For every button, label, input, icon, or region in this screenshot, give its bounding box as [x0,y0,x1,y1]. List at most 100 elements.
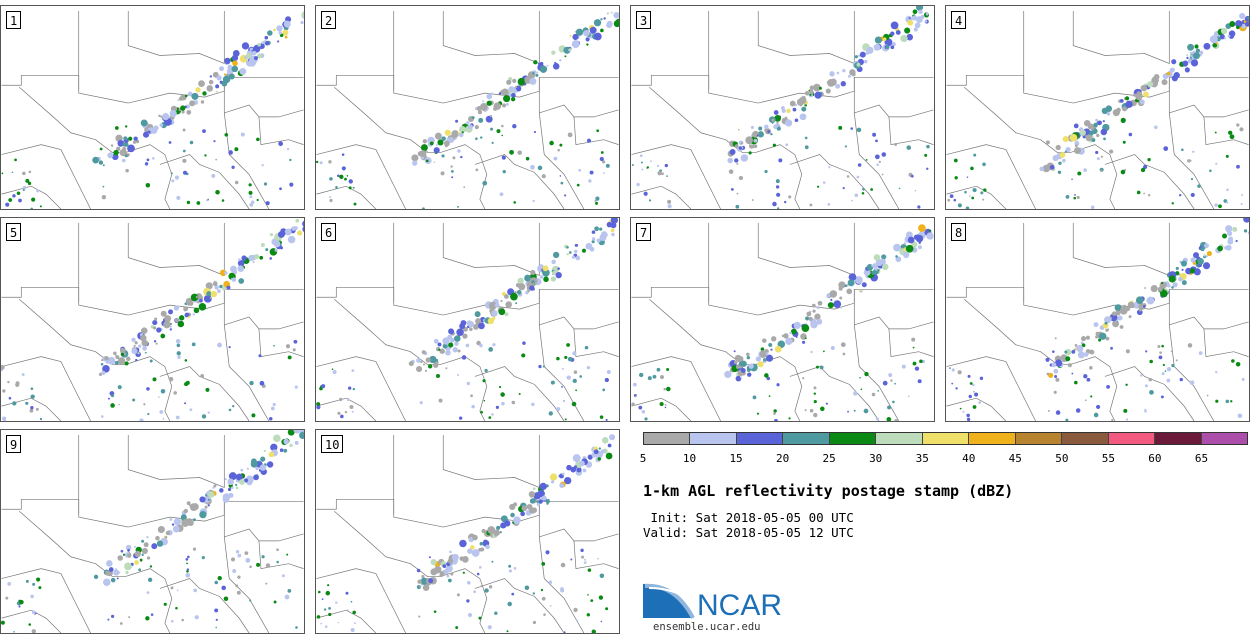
reflectivity-cell [189,100,196,107]
reflectivity-cell [661,172,664,176]
reflectivity-cell [951,382,954,385]
reflectivity-cell [1062,136,1069,143]
reflectivity-cell [181,618,184,622]
reflectivity-cell [584,345,589,350]
state-boundary [316,609,377,633]
reflectivity-cell [826,293,831,298]
reflectivity-cell [124,125,128,128]
reflectivity-cell [292,348,296,352]
reflectivity-cell [1090,395,1093,398]
reflectivity-cell [590,599,594,603]
reflectivity-cell [1149,390,1154,395]
reflectivity-cell [1095,335,1099,339]
reflectivity-cell [132,140,137,144]
reflectivity-cell [1186,56,1189,60]
reflectivity-cell [573,607,578,613]
reflectivity-cell [907,395,910,398]
reflectivity-cell [230,278,234,281]
reflectivity-cell [953,198,957,202]
reflectivity-cell [1122,304,1127,310]
state-boundary [1072,10,1170,64]
reflectivity-cell [906,145,912,150]
reflectivity-cell [964,190,967,194]
reflectivity-cell [319,161,323,165]
reflectivity-cell [771,336,777,342]
reflectivity-cell [215,618,218,621]
reflectivity-cell [1182,60,1189,67]
reflectivity-cell [214,285,219,290]
reflectivity-cell [316,405,321,410]
reflectivity-cell [511,400,516,405]
reflectivity-cell [185,297,193,305]
reflectivity-cell [545,550,550,555]
reflectivity-cell [249,195,253,199]
reflectivity-cell [209,75,213,78]
reflectivity-cell [237,553,242,558]
reflectivity-cell [541,495,547,501]
reflectivity-cell [790,328,797,335]
reflectivity-cell [776,192,781,197]
state-boundary [1,144,91,209]
reflectivity-cell [1171,59,1177,65]
reflectivity-cell [785,337,793,345]
reflectivity-cell [598,447,601,450]
reflectivity-cell [1204,243,1210,249]
reflectivity-cell [912,346,915,349]
reflectivity-cell [842,68,846,73]
reflectivity-cell [752,130,760,138]
reflectivity-cell [1095,331,1100,336]
reflectivity-cell [173,391,177,395]
reflectivity-cell [328,606,331,610]
member-number: 1 [6,11,22,29]
reflectivity-cell [490,92,494,95]
reflectivity-cell [194,615,199,620]
reflectivity-cell [293,430,302,434]
reflectivity-cell [840,342,846,348]
reflectivity-cell [118,403,120,406]
reflectivity-cell [284,594,290,600]
reflectivity-cell [177,99,180,102]
reflectivity-cell [918,224,926,232]
reflectivity-cell [1074,380,1078,385]
reflectivity-cell [135,358,138,362]
reflectivity-cell [217,342,222,348]
reflectivity-cell [341,166,346,171]
reflectivity-cell [175,606,178,610]
reflectivity-cell [1100,128,1108,136]
member-number: 4 [951,11,967,29]
reflectivity-cell [648,199,652,202]
reflectivity-cell [234,180,239,185]
reflectivity-cell [773,412,776,415]
reflectivity-cell [788,417,791,420]
state-boundary [223,112,270,209]
reflectivity-cell [329,196,332,199]
reflectivity-cell [1061,158,1066,163]
reflectivity-cell [249,380,254,386]
reflectivity-cell [557,148,560,152]
reflectivity-cell [162,113,170,121]
colorbar-segment [829,433,877,444]
reflectivity-cell [221,585,226,591]
reflectivity-cell [1161,372,1165,376]
reflectivity-cell [746,352,750,357]
reflectivity-cell [164,315,172,323]
reflectivity-cell [1181,280,1187,286]
state-boundary [631,74,934,104]
reflectivity-cell [481,528,486,534]
reflectivity-cell [1074,343,1078,347]
reflectivity-cell [611,232,615,237]
reflectivity-cell [517,77,526,86]
reflectivity-cell [430,559,437,566]
reflectivity-cell [488,585,493,589]
reflectivity-cell [1146,296,1155,305]
reflectivity-cell [202,129,206,134]
reflectivity-cell [286,553,289,556]
reflectivity-cell [957,370,962,375]
reflectivity-cell [775,185,780,189]
reflectivity-cell [486,93,493,100]
reflectivity-cell [212,281,218,287]
reflectivity-cell [1135,92,1143,101]
colorbar-segment [690,433,737,444]
reflectivity-cell [259,464,267,471]
reflectivity-cell [663,387,667,391]
